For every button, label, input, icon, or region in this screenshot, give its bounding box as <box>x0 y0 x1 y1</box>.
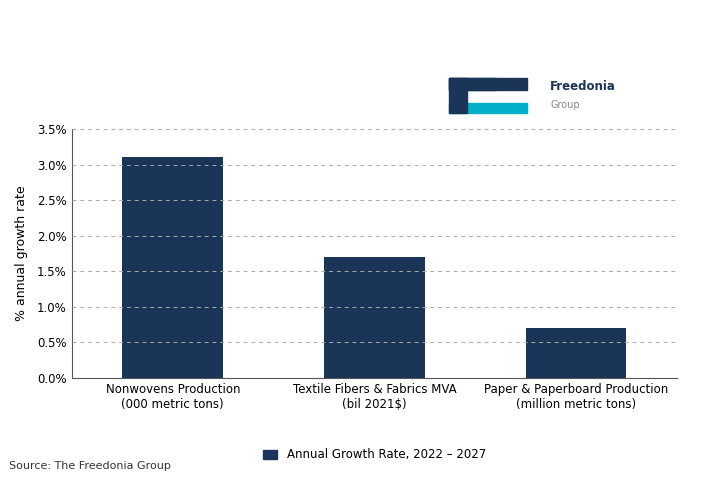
FancyBboxPatch shape <box>449 78 527 90</box>
Legend: Annual Growth Rate, 2022 – 2027: Annual Growth Rate, 2022 – 2027 <box>258 444 490 466</box>
FancyBboxPatch shape <box>449 103 527 113</box>
FancyBboxPatch shape <box>449 78 467 113</box>
Text: Source: The Freedonia Group: Source: The Freedonia Group <box>9 461 171 471</box>
Text: Freedonia: Freedonia <box>550 80 616 93</box>
FancyBboxPatch shape <box>449 78 495 90</box>
Text: Figure 4-3.
Comparative Growth: Nonwovens vs. Competitive Products,
2022 – 2027
: Figure 4-3. Comparative Growth: Nonwoven… <box>9 9 457 77</box>
Bar <box>122 157 223 378</box>
Bar <box>324 257 425 378</box>
Bar <box>526 328 626 378</box>
Y-axis label: % annual growth rate: % annual growth rate <box>15 185 28 321</box>
Text: Group: Group <box>550 100 580 110</box>
